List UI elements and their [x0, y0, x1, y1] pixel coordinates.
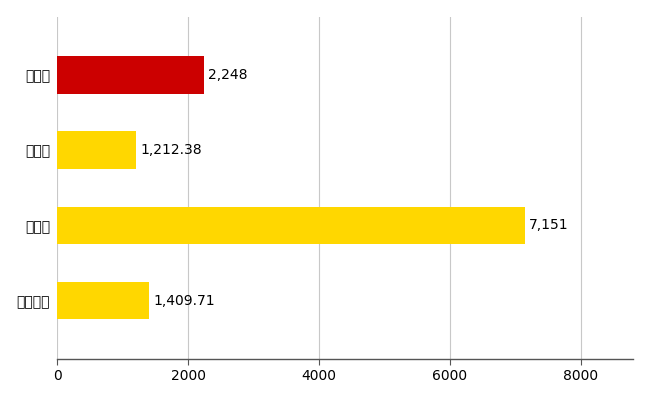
- Bar: [57, 206, 525, 244]
- Text: 1,212.38: 1,212.38: [140, 143, 202, 157]
- Text: 1,409.71: 1,409.71: [153, 294, 215, 308]
- Text: 7,151: 7,151: [529, 218, 569, 232]
- Bar: [57, 282, 150, 320]
- Bar: [57, 56, 204, 94]
- Bar: [57, 131, 136, 169]
- Text: 2,248: 2,248: [208, 68, 248, 82]
